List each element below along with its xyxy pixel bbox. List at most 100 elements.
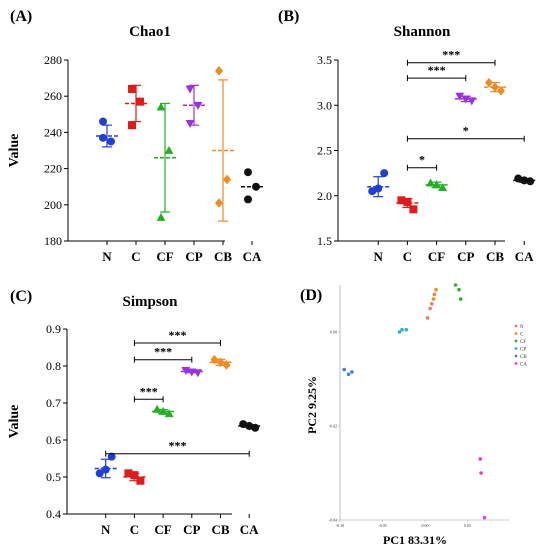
legend-marker (514, 324, 518, 328)
series-n: N (425, 302, 524, 330)
category-label-n: N (101, 522, 111, 537)
group-cf (154, 102, 176, 221)
category-label-cb: CB (486, 249, 504, 264)
category-label-n: N (102, 249, 112, 264)
data-point (497, 85, 505, 96)
y-tick-label: -0.02 (329, 424, 337, 429)
data-point (432, 292, 437, 297)
y-tick-label: 0.6 (46, 433, 61, 447)
data-point (368, 187, 377, 196)
significance-label: *** (154, 345, 172, 359)
data-point (342, 367, 347, 372)
legend-marker (514, 347, 518, 350)
legend-label: C (520, 332, 524, 337)
data-point (397, 196, 406, 205)
legend-marker (514, 332, 518, 335)
category-label-cp: CP (457, 249, 474, 264)
x-tick-label: -0.10 (336, 523, 344, 528)
data-point (156, 212, 166, 221)
significance-label: *** (168, 328, 186, 342)
legend-label: CA (520, 362, 527, 367)
category-label-cf: CF (156, 249, 173, 264)
significance-bracket: *** (133, 328, 221, 347)
category-label-cb: CB (214, 249, 232, 264)
data-point (430, 302, 434, 306)
data-point (185, 119, 195, 128)
category-label-cb: CB (211, 522, 229, 537)
legend-label: CB (520, 355, 527, 360)
data-point (239, 420, 248, 429)
panel-title: Shannon (394, 24, 451, 40)
data-point (374, 184, 383, 193)
data-point (185, 85, 195, 94)
data-point (458, 297, 463, 301)
category-label-ca: CA (243, 249, 262, 264)
data-point (210, 354, 219, 365)
panel-d: (D) -0.10 -0.05 0.00 0.05 0.00 -0.02 -0.04 PC1 8… (300, 283, 527, 547)
data-point (425, 316, 430, 320)
y-tick-label: 1.5 (317, 234, 332, 248)
group-ca (241, 168, 263, 204)
data-point (403, 198, 412, 207)
y-tick-label: 260 (44, 89, 62, 103)
panel-label: (C) (10, 288, 32, 305)
significance-bracket: *** (406, 48, 496, 66)
data-point (215, 66, 223, 76)
data-point (136, 97, 144, 106)
data-point (187, 368, 197, 377)
significance-label: *** (428, 63, 446, 77)
data-point (350, 370, 354, 374)
group-cp (180, 367, 203, 378)
data-point (467, 97, 477, 106)
data-point (404, 327, 409, 332)
series-cf: CF (453, 283, 526, 345)
significance-bracket: *** (133, 384, 164, 403)
data-point (431, 297, 436, 301)
legend-marker (514, 354, 518, 358)
data-point (128, 121, 136, 130)
y-tick-label: 240 (44, 125, 62, 139)
data-point (193, 369, 203, 378)
panel-title: Chao1 (129, 24, 171, 40)
data-point (101, 465, 110, 474)
y-tick-label: 0.7 (46, 396, 61, 410)
group-cp (454, 92, 477, 106)
group-cb (484, 77, 506, 96)
significance-bracket: * (406, 124, 525, 142)
data-point (136, 476, 145, 485)
category-label-cf: CF (428, 249, 445, 264)
data-point (438, 183, 447, 192)
y-tick-label: 0.4 (46, 507, 61, 521)
group-c (123, 469, 146, 485)
data-point (156, 102, 166, 111)
y-tick-label: 220 (44, 162, 62, 176)
category-label-ca: CA (515, 249, 534, 264)
x-axis-label: PC1 83.31% (383, 533, 447, 547)
data-point (130, 471, 139, 480)
data-point (244, 195, 252, 204)
group-cp (183, 84, 205, 128)
series-c: C (431, 287, 524, 337)
data-point (164, 409, 174, 418)
panel-label: (A) (10, 8, 32, 25)
significance-label: * (419, 153, 425, 167)
category-label-cp: CP (183, 522, 200, 537)
data-point (158, 406, 168, 415)
data-point (426, 178, 435, 187)
y-tick-label: 180 (44, 234, 62, 248)
category-label-ca: CA (240, 522, 259, 537)
data-point (346, 372, 351, 377)
data-point (99, 117, 107, 126)
data-point (95, 469, 104, 478)
y-tick-label: -0.04 (329, 518, 337, 523)
data-point (124, 469, 133, 478)
significance-label: *** (140, 384, 158, 398)
x-tick-label: -0.05 (378, 523, 386, 528)
y-tick-label: 0.00 (330, 330, 337, 335)
series-ca: CA (478, 362, 527, 520)
data-point (409, 205, 418, 214)
category-label-c: C (131, 249, 140, 264)
data-point (526, 177, 535, 186)
data-point (152, 404, 162, 413)
